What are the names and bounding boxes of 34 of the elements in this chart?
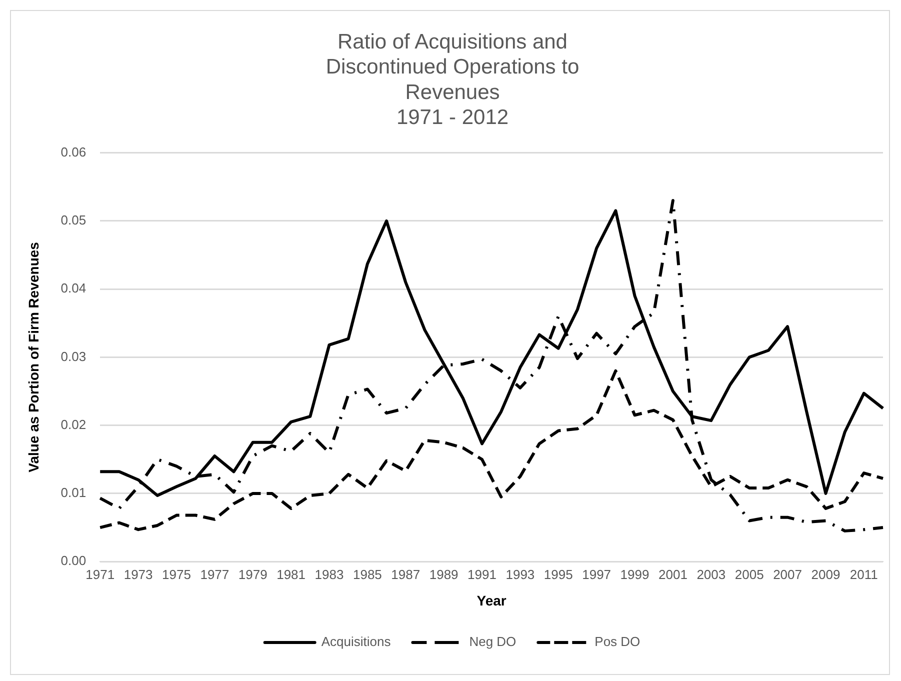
y-tick-label: 0.06 [60, 144, 86, 160]
x-tick-label: 1979 [238, 566, 268, 582]
x-tick-label: 2011 [850, 566, 878, 582]
y-tick-label: 0.05 [60, 212, 86, 228]
x-tick-label: 1989 [429, 566, 458, 582]
x-tick-label: 1983 [314, 566, 344, 582]
legend-label: Neg DO [469, 634, 516, 650]
x-tick-label: 2005 [734, 566, 764, 582]
chart-title: Ratio of Acquisitions and Discontinued Operations to Revenues 1971 - 2012 [326, 30, 580, 129]
x-tick-label: 1987 [391, 566, 420, 582]
x-tick-label: 1985 [352, 566, 382, 582]
x-tick-label: 1973 [124, 566, 153, 582]
y-tick-label: 0.00 [60, 553, 86, 568]
x-tick-label: 1999 [620, 566, 650, 582]
x-tick-label: 2007 [773, 566, 802, 582]
x-tick-label: 1995 [544, 566, 573, 582]
x-tick-label: 1993 [506, 566, 535, 582]
y-tick-label: 0.04 [60, 280, 86, 296]
x-tick-label: 2001 [658, 566, 688, 582]
legend-label: Pos DO [594, 634, 640, 650]
legend-label: Acquisitions [321, 634, 392, 650]
x-tick-label: 1975 [162, 566, 191, 582]
x-tick-label: 2009 [811, 566, 840, 582]
y-tick-label: 0.02 [60, 416, 86, 432]
y-tick-label: 0.03 [60, 348, 86, 364]
y-axis-title: Value as Portion of Firm Revenues [25, 242, 42, 472]
x-tick-label: 1991 [468, 566, 496, 582]
x-tick-label: 2003 [696, 566, 726, 582]
x-tick-label: 1977 [200, 566, 230, 582]
y-tick-label: 0.01 [60, 485, 86, 500]
x-tick-label: 1997 [582, 566, 612, 582]
x-axis-title: Year [476, 592, 507, 608]
x-tick-label: 1971 [86, 566, 115, 582]
x-tick-label: 1981 [276, 566, 306, 582]
